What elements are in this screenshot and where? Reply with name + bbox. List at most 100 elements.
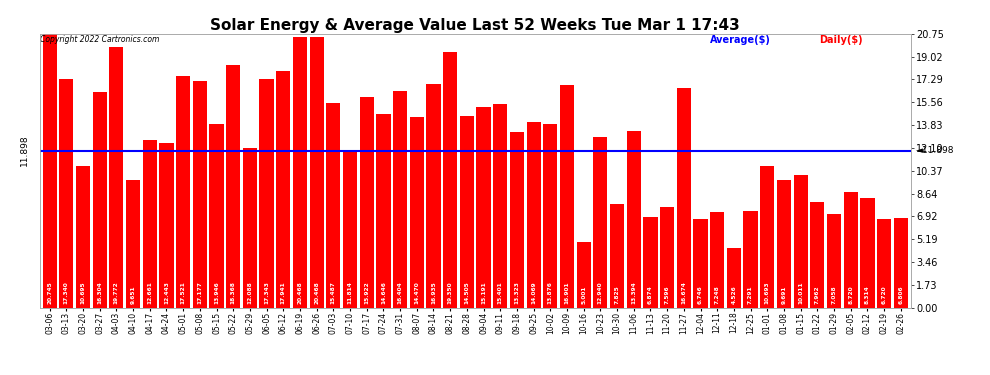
Bar [444, 52, 457, 308]
Text: 14.069: 14.069 [531, 281, 537, 303]
Text: 10.695: 10.695 [80, 281, 85, 303]
Text: 10.011: 10.011 [798, 281, 803, 303]
Bar [376, 114, 390, 308]
Bar [693, 219, 708, 308]
Text: 13.394: 13.394 [632, 281, 637, 303]
Bar [93, 92, 107, 308]
Bar [126, 180, 141, 308]
Text: 7.596: 7.596 [664, 285, 669, 303]
Bar [359, 98, 374, 308]
Text: 13.323: 13.323 [515, 280, 520, 303]
Text: 17.340: 17.340 [63, 281, 68, 303]
Text: Copyright 2022 Cartronics.com: Copyright 2022 Cartronics.com [41, 35, 159, 44]
Text: 19.772: 19.772 [114, 281, 119, 303]
Bar [226, 65, 241, 308]
Bar [644, 217, 657, 308]
Bar [43, 34, 56, 308]
Text: 18.368: 18.368 [231, 280, 236, 303]
Text: 6.746: 6.746 [698, 285, 703, 303]
Bar [327, 103, 341, 308]
Text: 5.001: 5.001 [581, 285, 586, 303]
Bar [310, 38, 324, 308]
Bar [610, 204, 624, 308]
Bar [877, 219, 891, 308]
Text: 7.825: 7.825 [615, 285, 620, 303]
Text: 13.876: 13.876 [547, 280, 552, 303]
Text: 7.962: 7.962 [815, 285, 820, 303]
Text: 16.404: 16.404 [398, 281, 403, 303]
Text: Average($): Average($) [711, 35, 771, 45]
Bar [660, 207, 674, 308]
Text: 9.691: 9.691 [781, 285, 786, 303]
Text: 6.720: 6.720 [882, 285, 887, 303]
Text: ◄11.898: ◄11.898 [917, 146, 955, 155]
Text: 7.058: 7.058 [832, 285, 837, 303]
Text: 20.468: 20.468 [297, 281, 303, 303]
Text: 12.661: 12.661 [148, 280, 152, 303]
Bar [894, 218, 908, 308]
Text: 11.814: 11.814 [347, 280, 352, 303]
Text: 16.304: 16.304 [97, 281, 102, 303]
Text: 13.946: 13.946 [214, 281, 219, 303]
Bar [243, 148, 257, 308]
Text: 10.693: 10.693 [764, 281, 770, 303]
Text: 14.470: 14.470 [414, 281, 420, 303]
Text: 7.248: 7.248 [715, 285, 720, 303]
Bar [343, 152, 357, 308]
Text: 9.651: 9.651 [131, 285, 136, 303]
Bar [143, 141, 156, 308]
Bar [410, 117, 424, 308]
Bar [860, 198, 874, 308]
Bar [176, 76, 190, 308]
Bar [593, 137, 608, 308]
Bar [527, 122, 541, 308]
Bar [777, 180, 791, 308]
Bar [710, 212, 725, 308]
Text: 20.745: 20.745 [48, 281, 52, 303]
Text: 14.646: 14.646 [381, 280, 386, 303]
Text: 17.343: 17.343 [264, 280, 269, 303]
Text: 8.720: 8.720 [848, 285, 853, 303]
Text: 17.177: 17.177 [197, 280, 202, 303]
Text: 15.191: 15.191 [481, 281, 486, 303]
Bar [193, 81, 207, 308]
Bar [743, 211, 757, 308]
Bar [544, 124, 557, 308]
Text: 12.443: 12.443 [164, 280, 169, 303]
Text: 7.291: 7.291 [748, 285, 753, 303]
Title: Solar Energy & Average Value Last 52 Weeks Tue Mar 1 17:43: Solar Energy & Average Value Last 52 Wee… [210, 18, 741, 33]
Text: 12.088: 12.088 [248, 281, 252, 303]
Text: 6.806: 6.806 [898, 285, 903, 303]
Text: 17.941: 17.941 [281, 281, 286, 303]
Bar [459, 116, 474, 308]
Bar [727, 248, 741, 308]
Text: 16.674: 16.674 [681, 280, 686, 303]
Bar [109, 46, 124, 308]
Text: 16.901: 16.901 [564, 281, 569, 303]
Bar [476, 107, 491, 308]
Bar [810, 202, 825, 308]
Text: 4.526: 4.526 [732, 285, 737, 303]
Bar [493, 104, 507, 308]
Text: 19.350: 19.350 [447, 281, 452, 303]
Bar [560, 84, 574, 308]
Bar [827, 214, 842, 308]
Bar [59, 79, 73, 308]
Text: 16.935: 16.935 [431, 281, 436, 303]
Bar [576, 242, 591, 308]
Text: 12.940: 12.940 [598, 281, 603, 303]
Text: 14.505: 14.505 [464, 281, 469, 303]
Text: 17.521: 17.521 [180, 280, 186, 303]
Text: 8.314: 8.314 [865, 285, 870, 303]
Bar [76, 166, 90, 308]
Text: 11.898: 11.898 [20, 135, 29, 166]
Text: 15.401: 15.401 [498, 281, 503, 303]
Bar [677, 87, 691, 308]
Bar [293, 38, 307, 308]
Bar [159, 143, 173, 308]
Text: Daily($): Daily($) [820, 35, 863, 45]
Text: 6.874: 6.874 [647, 285, 653, 303]
Bar [760, 166, 774, 308]
Bar [794, 176, 808, 308]
Bar [393, 91, 407, 308]
